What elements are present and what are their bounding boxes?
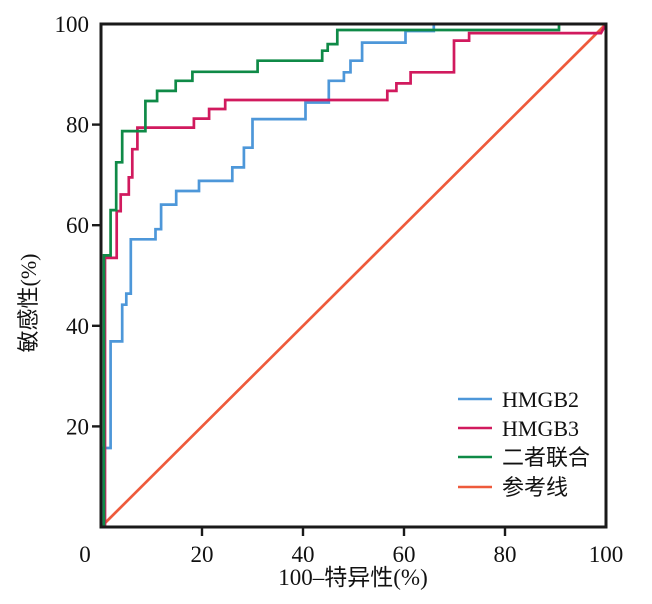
x-tick-label: 20	[191, 542, 214, 567]
series-line-reference	[100, 23, 607, 528]
y-axis-title: 敏感性(%)	[16, 254, 41, 353]
legend-label-hmgb3: HMGB3	[502, 416, 579, 441]
y-tick-label: 100	[55, 12, 90, 37]
y-tick-label: 80	[66, 113, 89, 138]
y-tick-label: 40	[66, 314, 89, 339]
x-tick-label: 80	[494, 542, 517, 567]
series-line-combined	[101, 22, 606, 529]
legend-label-combined: 二者联合	[502, 445, 590, 470]
x-axis-title: 100–特异性(%)	[278, 565, 427, 590]
y-tick-label: 60	[66, 213, 89, 238]
x-tick-label: 40	[292, 542, 315, 567]
y-tick-label: 20	[66, 414, 89, 439]
plot-border	[99, 22, 608, 529]
series-lines	[100, 22, 608, 529]
x-tick-label: 100	[589, 542, 624, 567]
legend-label-reference: 参考线	[502, 475, 568, 500]
x-tick-label: 0	[79, 542, 91, 567]
axis-tick-labels: 0 20 40 60 80 100 20 40 60 80 100	[55, 12, 624, 567]
legend-label-hmgb2: HMGB2	[502, 387, 579, 412]
series-line-hmgb3	[101, 23, 608, 529]
series-line-hmgb2	[101, 22, 606, 529]
x-tick-label: 60	[393, 542, 416, 567]
